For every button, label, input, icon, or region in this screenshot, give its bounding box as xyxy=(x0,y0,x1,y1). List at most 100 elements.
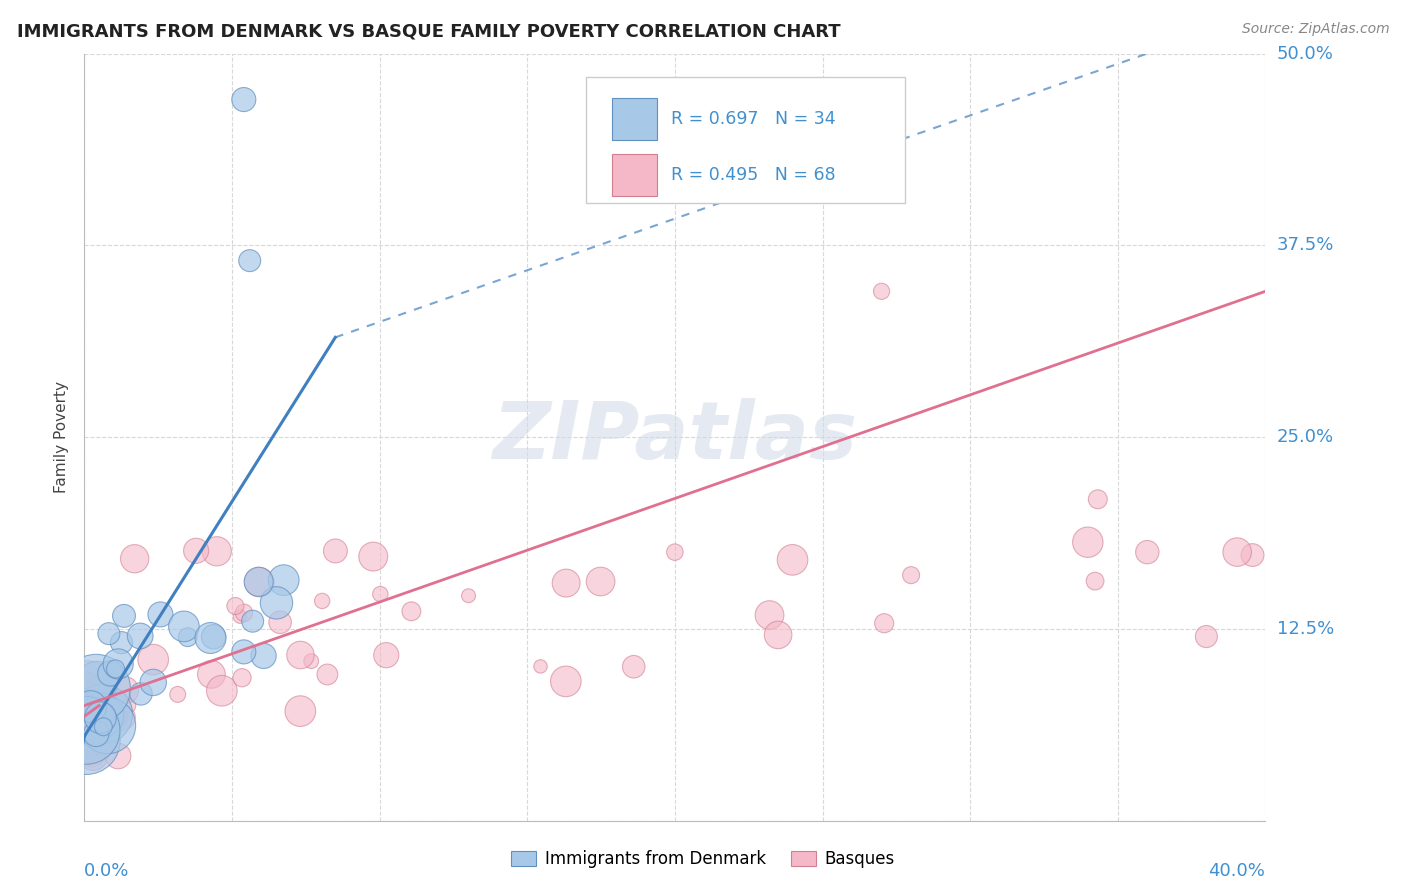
Point xyxy=(82,749,104,764)
Point xyxy=(554,674,576,689)
Point xyxy=(104,662,127,676)
Point xyxy=(202,630,225,644)
Point xyxy=(231,671,253,685)
Point xyxy=(76,683,98,698)
Text: 37.5%: 37.5% xyxy=(1277,236,1334,254)
Point xyxy=(252,648,274,663)
Point xyxy=(457,589,479,603)
Point xyxy=(79,713,101,727)
Point xyxy=(873,616,896,631)
Point xyxy=(589,574,612,589)
Point xyxy=(316,667,339,681)
Point xyxy=(758,608,780,623)
Point xyxy=(83,744,105,758)
Point xyxy=(107,748,129,763)
Point xyxy=(242,614,264,628)
Point xyxy=(247,574,270,589)
Point xyxy=(239,253,262,268)
Text: ZIPatlas: ZIPatlas xyxy=(492,398,858,476)
Point xyxy=(370,587,392,601)
Point xyxy=(232,93,254,107)
Point xyxy=(75,723,97,738)
Point xyxy=(900,568,922,582)
Point xyxy=(375,648,398,662)
Point xyxy=(266,596,288,610)
Text: 40.0%: 40.0% xyxy=(1209,863,1265,880)
Point xyxy=(623,659,645,673)
Text: 25.0%: 25.0% xyxy=(1277,428,1334,446)
Point xyxy=(142,653,165,667)
FancyBboxPatch shape xyxy=(612,98,657,140)
Point xyxy=(149,607,172,622)
Point xyxy=(205,544,228,558)
Point xyxy=(766,628,789,642)
Point xyxy=(129,687,152,701)
Point xyxy=(117,698,139,713)
Point xyxy=(110,635,132,649)
Text: Source: ZipAtlas.com: Source: ZipAtlas.com xyxy=(1241,22,1389,37)
Point xyxy=(86,694,108,708)
Point xyxy=(89,737,111,751)
Point xyxy=(1077,535,1099,549)
Point xyxy=(1195,630,1218,644)
Point xyxy=(290,648,312,662)
Point xyxy=(870,285,893,299)
Point xyxy=(87,694,110,708)
Point xyxy=(112,608,135,623)
Point xyxy=(1241,548,1264,562)
Point xyxy=(229,609,252,624)
Point xyxy=(98,666,121,681)
Point xyxy=(177,630,200,644)
Point xyxy=(83,718,105,732)
Point xyxy=(97,720,120,734)
Point xyxy=(107,657,129,671)
Point xyxy=(1136,545,1159,559)
Point xyxy=(247,575,270,590)
Point xyxy=(86,675,108,690)
Point xyxy=(84,681,107,696)
Point xyxy=(105,709,128,723)
Point xyxy=(211,683,233,698)
Point xyxy=(173,619,195,633)
Point xyxy=(96,705,118,719)
Point xyxy=(1087,492,1109,507)
Point xyxy=(555,576,578,591)
Y-axis label: Family Poverty: Family Poverty xyxy=(53,381,69,493)
FancyBboxPatch shape xyxy=(586,77,905,203)
Text: R = 0.495   N = 68: R = 0.495 N = 68 xyxy=(671,166,837,184)
Point xyxy=(325,544,347,558)
Point xyxy=(75,677,97,691)
Point xyxy=(124,551,146,566)
Text: 0.0%: 0.0% xyxy=(84,863,129,880)
Point xyxy=(529,659,551,673)
Text: R = 0.697   N = 34: R = 0.697 N = 34 xyxy=(671,110,837,128)
Point xyxy=(87,681,110,695)
Point xyxy=(114,683,136,698)
Text: 50.0%: 50.0% xyxy=(1277,45,1333,62)
Point xyxy=(224,599,246,613)
FancyBboxPatch shape xyxy=(612,154,657,196)
Text: IMMIGRANTS FROM DENMARK VS BASQUE FAMILY POVERTY CORRELATION CHART: IMMIGRANTS FROM DENMARK VS BASQUE FAMILY… xyxy=(17,22,841,40)
Point xyxy=(91,707,114,722)
Point xyxy=(782,553,804,567)
Point xyxy=(299,654,322,668)
Point xyxy=(75,733,97,747)
Text: 12.5%: 12.5% xyxy=(1277,620,1334,638)
Point xyxy=(200,667,222,681)
Point xyxy=(84,685,107,699)
Point xyxy=(84,707,107,722)
Point xyxy=(82,740,104,755)
Point xyxy=(184,543,207,558)
Point xyxy=(129,629,152,643)
Point xyxy=(269,615,291,630)
Legend: Immigrants from Denmark, Basques: Immigrants from Denmark, Basques xyxy=(505,844,901,875)
Point xyxy=(90,708,112,723)
Point xyxy=(401,604,423,618)
Point xyxy=(664,545,686,559)
Point xyxy=(311,594,333,608)
Point xyxy=(290,704,312,718)
Point xyxy=(166,687,188,701)
Point xyxy=(80,746,103,760)
Point xyxy=(273,573,295,587)
Point xyxy=(1226,545,1249,559)
